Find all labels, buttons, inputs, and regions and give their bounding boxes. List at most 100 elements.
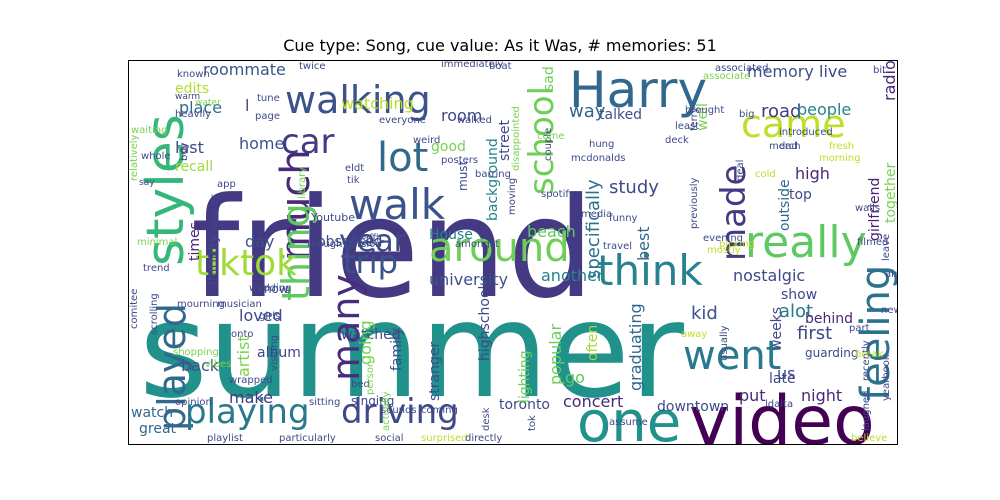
word-artist: artist	[234, 335, 253, 377]
word-times: times	[187, 222, 203, 261]
word-yearbook: yearbook	[881, 354, 892, 401]
word-whole: whole	[141, 151, 171, 162]
word-actually: actually	[381, 391, 392, 431]
word-deck: deck	[665, 135, 689, 146]
word-scrolling: scrolling	[149, 293, 160, 335]
word-walk: walk	[349, 180, 446, 229]
word-came: came	[741, 102, 846, 146]
word-beach: beach	[527, 222, 576, 241]
word-good: good	[431, 139, 466, 155]
word-page: page	[255, 111, 280, 122]
word-immediately: immediately	[441, 61, 504, 70]
word-house: House	[429, 227, 473, 243]
word-least: least	[675, 121, 699, 132]
word-associate: associate	[703, 71, 750, 82]
word-cold: cold	[755, 169, 776, 180]
word-dad: dad	[779, 141, 798, 152]
word-kid: kid	[691, 303, 718, 324]
word-outside: outside	[777, 179, 793, 231]
word-friend: friend	[191, 168, 595, 329]
word-room: room	[441, 106, 482, 125]
word-bit: bit	[873, 65, 886, 76]
word-sad: sad	[541, 66, 557, 91]
word-study: study	[609, 177, 659, 198]
word-girls: girls	[259, 311, 280, 322]
word-singing: singing	[351, 394, 394, 408]
word-playing: playing	[185, 392, 310, 432]
word-filmed: filmed	[857, 237, 888, 248]
word-watch: watch	[131, 405, 173, 421]
word-styles: styles	[136, 114, 196, 266]
word-trend: trend	[143, 263, 170, 274]
word-water: water	[195, 98, 221, 108]
word-mcdonalds: mcdonalds	[571, 153, 626, 164]
word-went: went	[683, 333, 781, 379]
word-associated: associated	[715, 63, 769, 74]
word-couple: couple	[543, 128, 554, 161]
word-visiting: visiting	[269, 335, 280, 371]
word-around: around	[429, 225, 570, 271]
word-another: another	[541, 266, 604, 285]
word-put: put	[739, 386, 766, 405]
word-watched: watched	[341, 327, 401, 343]
word-travel: travel	[603, 241, 632, 252]
word-come: come	[537, 131, 565, 142]
word-car: car	[281, 122, 335, 162]
word-thing: thing	[274, 203, 318, 301]
word-morning: morning	[819, 153, 861, 164]
word-say: say	[139, 178, 155, 188]
word-album: album	[257, 345, 301, 361]
word-evening: evening	[703, 233, 743, 244]
word-traffic: traffic	[355, 233, 384, 244]
word-youtube: Youtube	[310, 211, 355, 224]
word-buy: buy	[179, 142, 190, 161]
word-shopping: shopping	[173, 347, 219, 358]
word-weird: weird	[413, 135, 440, 146]
word-tik: tik	[347, 175, 360, 186]
word-toronto: toronto	[499, 397, 550, 413]
word-everyone: everyone	[379, 115, 426, 126]
word-feeling: feeling	[853, 265, 898, 401]
word-introduced: introduced	[779, 127, 833, 138]
word-spotify: spotify	[541, 189, 575, 200]
word-picking: picking	[719, 239, 755, 250]
word-show: show	[781, 287, 817, 303]
word-initially: initially	[205, 234, 221, 285]
word-weeks: weeks	[769, 307, 785, 351]
word-walking: walking	[285, 78, 431, 122]
word-usually: usually	[719, 325, 730, 361]
word-brought: brought	[685, 105, 724, 116]
word-us: us	[777, 364, 795, 383]
word-though: though	[307, 239, 342, 250]
word-top: top	[789, 187, 812, 203]
word-merch: merch	[769, 141, 801, 152]
word-highschool: highschool	[477, 286, 493, 361]
word-funny: funny	[609, 213, 638, 224]
word-together: together	[883, 162, 898, 223]
word-wrapped: wrapped	[229, 375, 273, 386]
word-people: people	[797, 100, 851, 119]
word-directly: directly	[465, 433, 502, 444]
word-vibes: vibes	[205, 359, 231, 370]
word-talked: talked	[599, 107, 642, 123]
word-way: way	[569, 101, 606, 122]
word-posters: posters	[441, 155, 478, 166]
word-make: make	[229, 388, 273, 407]
word-tiktok: tiktok	[195, 243, 297, 284]
word-ldaita: ldaita	[765, 399, 793, 410]
word-night: night	[801, 386, 842, 405]
word-stranger: stranger	[427, 342, 443, 401]
word-watching: watching	[341, 94, 414, 113]
word-radio: radio	[880, 61, 898, 101]
word-go: go	[565, 368, 585, 387]
word-video: video	[689, 382, 875, 445]
word-school: school	[522, 86, 562, 195]
word-big: big	[739, 109, 754, 120]
word-moving: moving	[507, 178, 518, 215]
word-obsessed: obsessed	[317, 234, 382, 250]
word-comitee: comitee	[129, 289, 140, 329]
word-coming: coming	[421, 405, 458, 416]
word-late: late	[769, 371, 796, 387]
word-trip: trip	[343, 243, 398, 281]
word-surprised: surprised	[421, 433, 468, 444]
